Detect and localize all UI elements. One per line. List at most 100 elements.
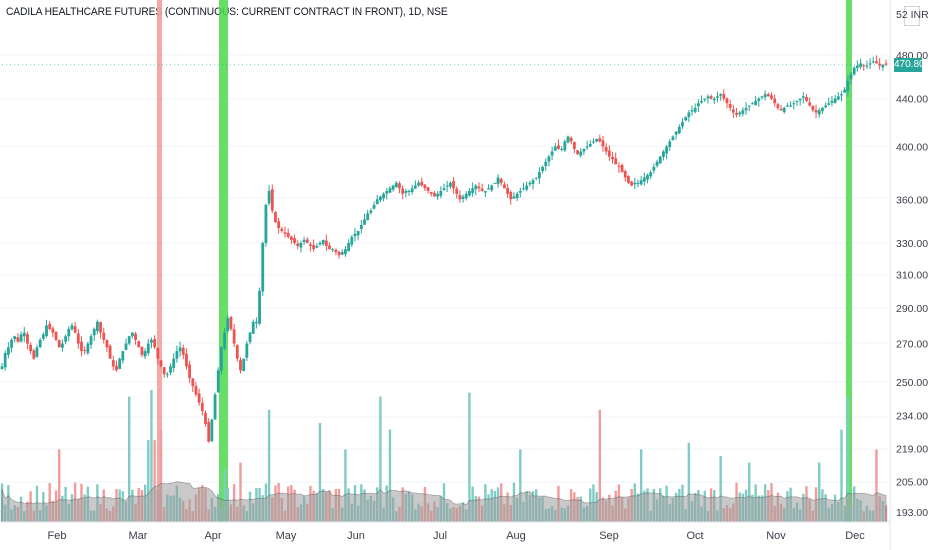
candlesticks <box>0 55 890 443</box>
candle-body <box>801 96 805 98</box>
candle-body <box>344 249 347 255</box>
x-axis: Feb Mar Apr May Jun Jul Aug Sep Oct Nov Dec <box>0 521 890 542</box>
candle-body <box>480 188 484 192</box>
x-tick-label: Aug <box>506 530 526 542</box>
candle-body <box>188 364 192 379</box>
candle-body <box>875 61 878 64</box>
candle-body <box>455 188 459 194</box>
candle-body <box>706 96 710 99</box>
candle-body <box>382 193 385 199</box>
candle-body <box>572 142 576 149</box>
candle-body <box>254 321 258 324</box>
candle-body <box>293 238 296 243</box>
candle-body <box>604 147 608 152</box>
candle-body <box>391 185 395 190</box>
candle-body <box>340 252 344 255</box>
volume-bar <box>153 440 156 522</box>
candle-body <box>754 100 758 106</box>
candle-body <box>388 188 392 193</box>
candle-body <box>690 110 694 112</box>
candle-body <box>137 341 141 348</box>
candle-body <box>773 98 777 104</box>
candle-body <box>687 112 691 118</box>
candle-body <box>83 350 87 352</box>
candle-body <box>366 213 370 220</box>
candle-body <box>220 347 223 371</box>
candle-body <box>805 96 808 101</box>
y-tick-label: 234.00 <box>896 410 928 422</box>
candle-body <box>592 141 595 143</box>
candle-body <box>674 131 678 135</box>
candle-body <box>649 172 653 177</box>
candle-body <box>6 347 10 355</box>
candle-body <box>398 183 401 189</box>
candle-body <box>547 156 551 162</box>
candle-body <box>67 328 71 337</box>
candle-body <box>712 98 716 101</box>
candle-body <box>172 358 176 368</box>
candle-body <box>204 412 207 425</box>
candle-body <box>859 63 862 68</box>
candle-body <box>115 365 118 371</box>
candle-body <box>197 393 201 403</box>
candle-body <box>722 94 726 99</box>
candle-body <box>121 351 125 361</box>
y-tick-label: 219.00 <box>896 444 928 456</box>
candle-body <box>299 242 303 248</box>
candle-body <box>13 336 17 340</box>
candle-body <box>394 182 398 188</box>
candle-body <box>216 370 220 393</box>
candle-body <box>553 146 557 151</box>
candle-body <box>210 419 214 442</box>
candle-body <box>607 150 611 157</box>
candle-body <box>709 96 713 99</box>
y-tick-label: 310.00 <box>896 269 928 281</box>
candle-body <box>827 103 831 105</box>
x-tick-label: Mar <box>129 530 148 542</box>
volume-bar <box>150 390 153 522</box>
candle-body <box>741 110 745 114</box>
candle-body <box>258 290 261 324</box>
candle-body <box>537 172 541 179</box>
volume-bar <box>468 392 471 522</box>
candle-body <box>286 232 290 237</box>
candle-body <box>557 145 560 149</box>
candle-body <box>541 166 544 172</box>
candle-body <box>363 219 366 225</box>
candle-body <box>871 61 875 63</box>
candle-body <box>862 65 866 67</box>
candle-body <box>99 322 102 333</box>
candle-body <box>496 177 500 184</box>
candle-body <box>646 174 649 180</box>
candle-body <box>525 185 529 190</box>
candle-body <box>585 146 589 148</box>
volume-bar <box>598 409 602 522</box>
candle-body <box>270 189 274 211</box>
candle-body <box>22 332 26 337</box>
candle-body <box>232 329 236 344</box>
volume-bar <box>388 429 392 522</box>
candle-body <box>483 191 487 193</box>
candle-body <box>824 105 827 108</box>
candle-body <box>289 236 293 240</box>
candle-body <box>782 107 786 113</box>
candle-body <box>80 341 83 352</box>
candle-body <box>92 328 96 336</box>
candle-body <box>598 138 602 142</box>
candle-body <box>566 136 570 143</box>
candle-body <box>623 171 627 178</box>
candle-body <box>239 359 242 371</box>
candle-body <box>242 358 246 372</box>
candle-body <box>356 230 360 236</box>
candle-body <box>563 141 567 151</box>
candle-body <box>776 104 780 108</box>
candle-body <box>728 104 732 108</box>
candle-body <box>696 103 700 107</box>
candle-body <box>95 321 99 331</box>
candle-body <box>379 196 382 201</box>
volume-bar <box>875 449 878 522</box>
volume-bar <box>58 449 61 522</box>
candle-body <box>159 360 163 367</box>
candle-body <box>865 65 869 67</box>
